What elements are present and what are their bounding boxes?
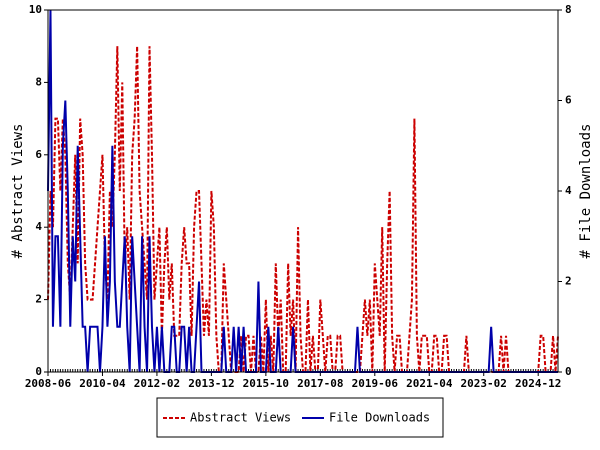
x-tick-label: 2017-08: [297, 377, 343, 390]
plot-frame: [47, 9, 559, 373]
x-tick-label: 2023-02: [461, 377, 507, 390]
y2-axis-title: # File Downloads: [578, 124, 594, 259]
x-tick-label: 2024-12: [515, 377, 561, 390]
x-tick-label: 2015-10: [243, 377, 289, 390]
x-tick-label: 2008-06: [25, 377, 72, 390]
y-tick-label: 0: [35, 365, 42, 378]
y-tick-label: 6: [35, 148, 42, 161]
y2-tick-label: 6: [565, 94, 572, 107]
legend-label: Abstract Views: [190, 411, 291, 425]
x-tick-label: 2013-12: [188, 377, 234, 390]
y2-tick-label: 0: [565, 365, 572, 378]
y2-tick-label: 4: [565, 184, 572, 197]
y-tick-label: 4: [35, 220, 42, 233]
y2-tick-label: 2: [565, 275, 572, 288]
legend-label: File Downloads: [329, 411, 430, 425]
x-tick-label: 2021-04: [406, 377, 453, 390]
y-tick-label: 8: [35, 75, 42, 88]
y-tick-label: 2: [35, 293, 42, 306]
x-tick-label: 2010-04: [79, 377, 126, 390]
x-tick-label: 2012-02: [134, 377, 180, 390]
y-axis-title: # Abstract Views: [10, 124, 26, 259]
x-tick-label: 2019-06: [352, 377, 399, 390]
y2-tick-label: 8: [565, 3, 572, 16]
legend-box: [156, 397, 444, 438]
y-tick-label: 10: [29, 3, 42, 16]
